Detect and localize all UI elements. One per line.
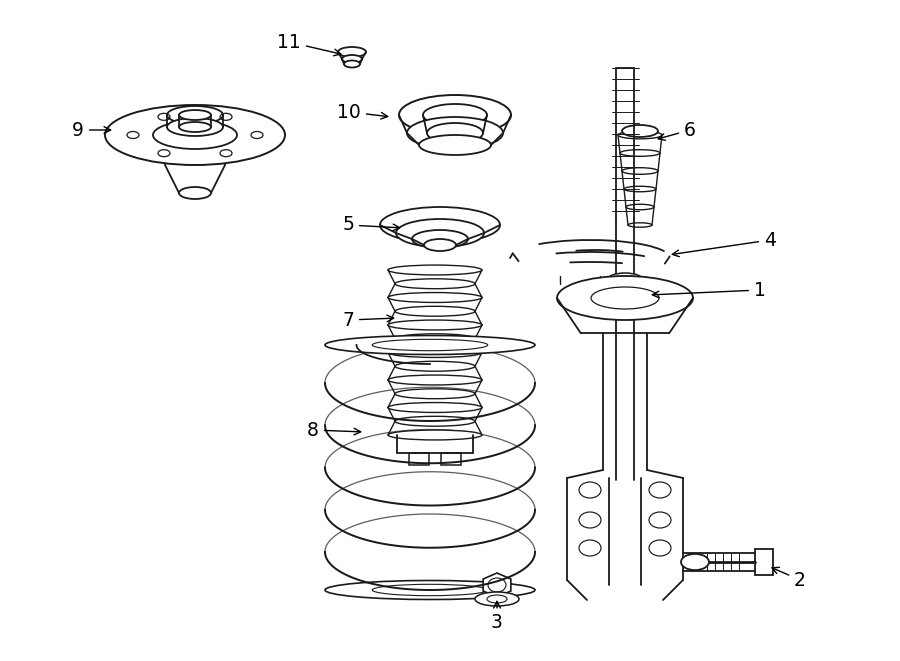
Ellipse shape (423, 104, 487, 126)
Ellipse shape (167, 118, 223, 136)
Text: 3: 3 (491, 602, 503, 633)
Text: 4: 4 (672, 231, 776, 256)
Ellipse shape (407, 117, 503, 149)
Bar (409, 453, 429, 465)
Ellipse shape (395, 306, 475, 316)
Ellipse shape (388, 265, 482, 275)
Ellipse shape (344, 61, 360, 67)
Ellipse shape (325, 336, 535, 354)
Text: 7: 7 (342, 311, 393, 329)
Ellipse shape (388, 375, 482, 385)
Ellipse shape (620, 149, 660, 156)
Ellipse shape (395, 279, 475, 289)
Ellipse shape (325, 580, 535, 600)
Ellipse shape (396, 219, 484, 247)
Ellipse shape (105, 105, 285, 165)
Ellipse shape (338, 47, 366, 57)
Ellipse shape (628, 223, 652, 227)
Ellipse shape (388, 320, 482, 330)
Ellipse shape (395, 416, 475, 426)
Ellipse shape (179, 187, 211, 199)
Text: 1: 1 (652, 280, 766, 299)
Ellipse shape (395, 334, 475, 344)
Ellipse shape (681, 554, 709, 570)
Ellipse shape (388, 403, 482, 412)
Ellipse shape (167, 106, 223, 124)
Text: 2: 2 (772, 567, 806, 590)
Ellipse shape (622, 125, 658, 137)
Ellipse shape (388, 348, 482, 358)
Text: 8: 8 (307, 420, 361, 440)
Bar (441, 453, 461, 465)
Text: 10: 10 (338, 102, 388, 122)
Ellipse shape (475, 592, 519, 606)
Ellipse shape (399, 95, 511, 135)
Ellipse shape (419, 135, 491, 155)
Ellipse shape (388, 293, 482, 303)
Ellipse shape (626, 204, 654, 210)
Text: 11: 11 (277, 32, 341, 56)
Ellipse shape (622, 168, 658, 175)
Ellipse shape (380, 207, 500, 243)
Ellipse shape (179, 110, 211, 120)
Ellipse shape (395, 389, 475, 399)
Polygon shape (483, 573, 511, 597)
Bar (754, 549, 772, 574)
Ellipse shape (412, 230, 468, 248)
Ellipse shape (607, 273, 643, 287)
Text: 5: 5 (342, 215, 400, 235)
Ellipse shape (427, 123, 483, 143)
Ellipse shape (624, 186, 656, 192)
Ellipse shape (618, 131, 662, 139)
Ellipse shape (607, 285, 643, 299)
Text: 6: 6 (658, 120, 696, 140)
Ellipse shape (557, 276, 693, 320)
Ellipse shape (342, 55, 362, 63)
Ellipse shape (424, 239, 456, 251)
Ellipse shape (388, 430, 482, 440)
Ellipse shape (153, 121, 237, 149)
Ellipse shape (591, 287, 659, 309)
Text: 9: 9 (72, 120, 111, 139)
Ellipse shape (395, 362, 475, 371)
